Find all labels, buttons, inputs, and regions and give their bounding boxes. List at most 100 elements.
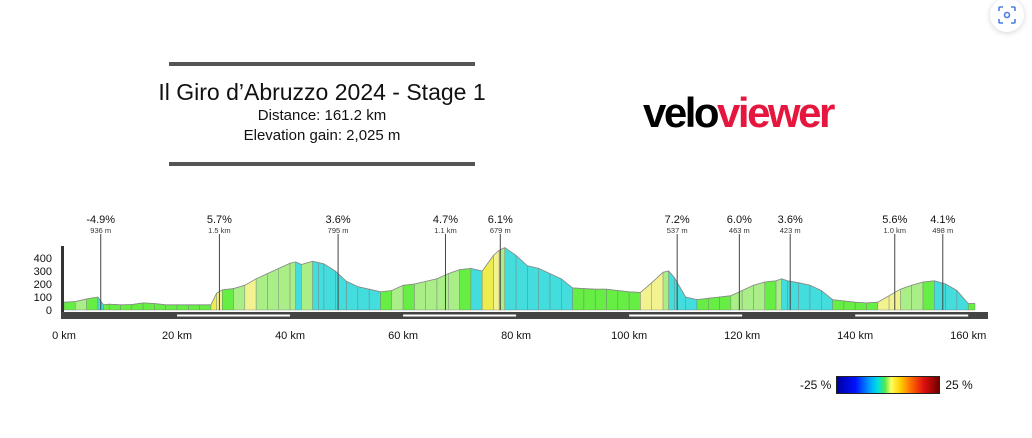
climb-length-label: 537 m bbox=[667, 226, 688, 235]
profile-segment bbox=[425, 278, 438, 311]
profile-segment bbox=[617, 290, 630, 311]
profile-segment bbox=[708, 296, 720, 311]
profile-segment bbox=[787, 280, 799, 311]
y-tick-label: 200 bbox=[34, 279, 52, 291]
profile-segment bbox=[199, 304, 212, 311]
profile-segment bbox=[391, 284, 404, 311]
profile-segment bbox=[628, 291, 641, 311]
profile-segment bbox=[176, 304, 189, 311]
profile-segment bbox=[809, 284, 822, 311]
x-tick-label: 140 km bbox=[837, 330, 873, 342]
profile-segment bbox=[380, 290, 392, 311]
climb-length-label: 498 m bbox=[932, 226, 953, 235]
profile-segment bbox=[877, 295, 890, 311]
climb-length-label: 936 m bbox=[90, 226, 111, 235]
distance-text: Distance: 161.2 km bbox=[257, 107, 387, 124]
profile-segment bbox=[504, 247, 517, 311]
climb-gradient-label: 7.2% bbox=[665, 214, 690, 226]
profile-segment bbox=[911, 281, 924, 311]
climb-gradient-label: 4.1% bbox=[930, 214, 955, 226]
veloviewer-logo: veloviewer bbox=[643, 89, 835, 136]
profile-segment bbox=[595, 289, 607, 311]
profile-segment bbox=[368, 288, 381, 311]
profile-segment bbox=[63, 301, 76, 311]
profile-segment bbox=[854, 301, 867, 311]
profile-segment bbox=[527, 265, 539, 311]
x-tick-label: 80 km bbox=[501, 330, 531, 342]
climb-length-label: 1.0 km bbox=[883, 226, 906, 235]
profile-segment bbox=[719, 295, 732, 311]
profile-segment bbox=[583, 288, 596, 311]
climb-gradient-label: 3.6% bbox=[326, 214, 351, 226]
profile-segment bbox=[753, 281, 765, 311]
profile-segment bbox=[775, 278, 782, 311]
y-tick-label: 0 bbox=[46, 305, 52, 317]
profile-segment bbox=[267, 268, 279, 311]
climb-gradient-label: 5.6% bbox=[882, 214, 907, 226]
profile-segment bbox=[448, 269, 460, 311]
legend-max-label: 25 % bbox=[945, 378, 973, 392]
climb-gradient-label: -4.9% bbox=[86, 214, 115, 226]
y-tick-label: 300 bbox=[34, 266, 52, 278]
y-axis-line bbox=[61, 246, 64, 316]
profile-segment bbox=[312, 260, 319, 311]
climb-gradient-label: 4.7% bbox=[433, 214, 458, 226]
climb-length-label: 679 m bbox=[490, 226, 511, 235]
climb-length-label: 423 m bbox=[780, 226, 801, 235]
image-search-button[interactable] bbox=[990, 0, 1024, 32]
profile-segment bbox=[640, 282, 652, 311]
profile-segment bbox=[515, 254, 528, 311]
profile-segment bbox=[120, 304, 133, 311]
profile-segment bbox=[142, 302, 155, 311]
profile-segment bbox=[934, 280, 946, 311]
profile-segment bbox=[318, 262, 325, 311]
distance-base-bar bbox=[61, 312, 988, 319]
climb-length-label: 463 m bbox=[729, 226, 750, 235]
profile-segment bbox=[301, 260, 313, 311]
gradient-legend: -25 % 25 % bbox=[800, 376, 973, 394]
profile-segment bbox=[233, 285, 246, 311]
profile-segment bbox=[436, 273, 449, 311]
distance-bar-stripe bbox=[629, 314, 743, 317]
profile-segment bbox=[278, 262, 291, 311]
climb-length-label: 1.5 km bbox=[208, 226, 231, 235]
profile-segment bbox=[335, 270, 347, 311]
x-tick-label: 20 km bbox=[162, 330, 192, 342]
profile-segment bbox=[459, 268, 472, 311]
profile-segment bbox=[662, 270, 669, 311]
distance-bar-stripe bbox=[403, 314, 517, 317]
climb-gradient-label: 3.6% bbox=[778, 214, 803, 226]
profile-segment bbox=[956, 289, 969, 311]
y-tick-label: 100 bbox=[34, 292, 52, 304]
profile-segment bbox=[165, 304, 178, 311]
profile-segment bbox=[538, 268, 551, 311]
x-tick-label: 160 km bbox=[950, 330, 986, 342]
climb-gradient-label: 5.7% bbox=[207, 214, 232, 226]
profile-outline bbox=[63, 247, 975, 306]
scan-icon bbox=[998, 6, 1016, 24]
gradient-color-scale bbox=[836, 376, 941, 394]
distance-bar-stripe bbox=[855, 314, 969, 317]
profile-segment bbox=[821, 290, 833, 311]
x-tick-label: 120 km bbox=[724, 330, 760, 342]
profile-segment bbox=[402, 283, 415, 311]
profile-segment bbox=[414, 281, 426, 311]
profile-segment bbox=[832, 299, 845, 311]
profile-segment bbox=[493, 249, 500, 311]
climb-length-label: 1.1 km bbox=[434, 226, 457, 235]
title-block: Il Giro d’Abruzzo 2024 - Stage 1 Distanc… bbox=[130, 62, 514, 166]
profile-segment bbox=[764, 280, 777, 311]
profile-segment bbox=[606, 288, 619, 311]
x-tick-label: 40 km bbox=[275, 330, 305, 342]
distance-bar-stripe bbox=[177, 314, 291, 317]
profile-segment bbox=[323, 263, 336, 311]
profile-segment bbox=[222, 288, 234, 311]
profile-segment bbox=[696, 298, 709, 311]
profile-segment bbox=[781, 278, 788, 311]
elevation-gain-text: Elevation gain: 2,025 m bbox=[243, 127, 401, 144]
climb-gradient-label: 6.1% bbox=[488, 214, 513, 226]
x-tick-label: 60 km bbox=[388, 330, 418, 342]
climb-length-label: 795 m bbox=[328, 226, 349, 235]
profile-segment bbox=[798, 282, 811, 311]
profile-segment bbox=[866, 301, 878, 311]
